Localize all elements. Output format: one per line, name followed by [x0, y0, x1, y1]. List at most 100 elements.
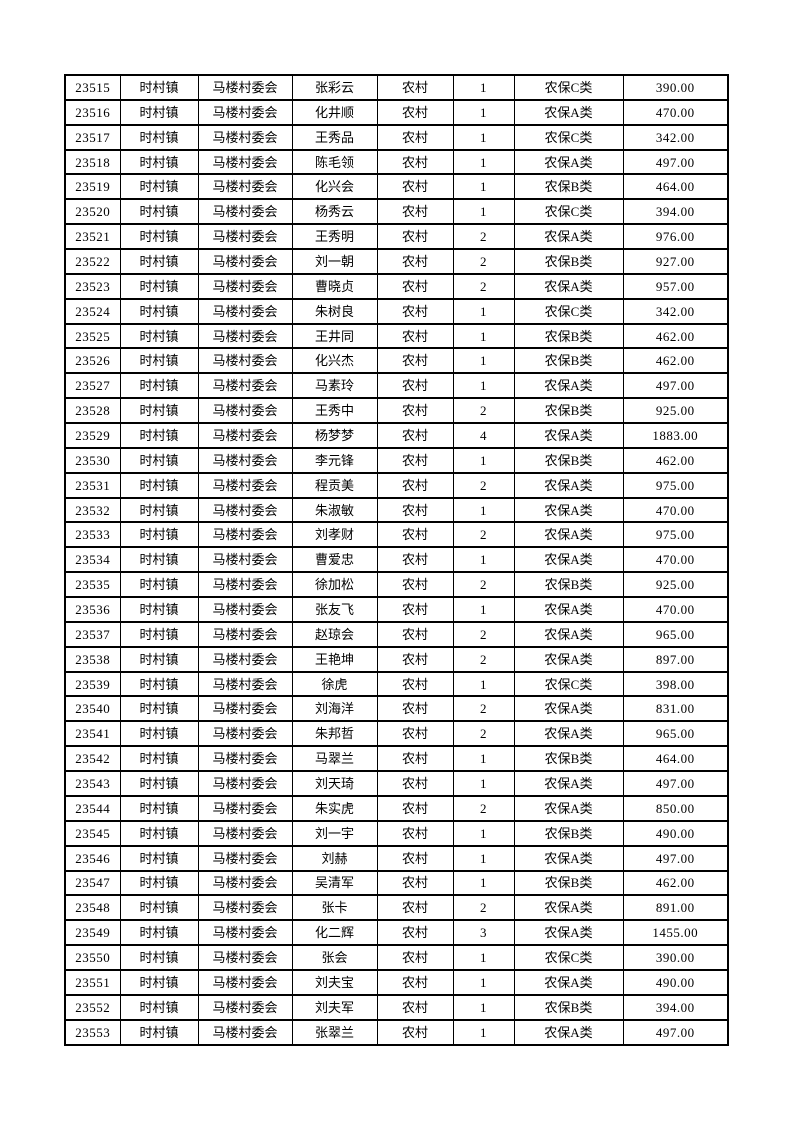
table-row: 23545 时村镇 马楼村委会 刘一宇 农村 1 农保B类 490.00 — [64, 819, 729, 847]
amount-cell: 497.00 — [622, 1018, 729, 1046]
person-count-cell: 1 — [452, 123, 515, 151]
town-cell: 时村镇 — [119, 446, 199, 474]
village-committee-cell: 马楼村委会 — [197, 596, 293, 623]
table-row: 23544 时村镇 马楼村委会 朱实虎 农村 2 农保A类 850.00 — [64, 794, 729, 822]
residence-type-cell: 农村 — [376, 695, 454, 723]
person-name-cell: 王井同 — [291, 322, 378, 350]
record-id-cell: 23531 — [64, 471, 121, 499]
record-id-cell: 23521 — [64, 223, 121, 251]
person-name-cell: 赵琼会 — [291, 620, 378, 648]
person-count-cell: 2 — [452, 272, 515, 300]
residence-type-cell: 农村 — [376, 993, 454, 1021]
table-row: 23520 时村镇 马楼村委会 杨秀云 农村 1 农保C类 394.00 — [64, 198, 729, 226]
residence-type-cell: 农村 — [376, 397, 454, 425]
person-count-cell: 1 — [452, 496, 515, 524]
insurance-category-cell: 农保A类 — [513, 894, 624, 922]
village-committee-cell: 马楼村委会 — [197, 919, 293, 947]
town-cell: 时村镇 — [119, 148, 199, 176]
insurance-category-cell: 农保B类 — [513, 819, 624, 847]
town-cell: 时村镇 — [119, 794, 199, 822]
amount-cell: 1455.00 — [622, 919, 729, 947]
record-id-cell: 23528 — [64, 397, 121, 425]
record-id-cell: 23523 — [64, 272, 121, 300]
amount-cell: 891.00 — [622, 894, 729, 922]
person-count-cell: 1 — [452, 968, 515, 996]
village-committee-cell: 马楼村委会 — [197, 471, 293, 499]
residence-type-cell: 农村 — [376, 919, 454, 947]
person-name-cell: 张会 — [291, 944, 378, 971]
record-id-cell: 23526 — [64, 347, 121, 375]
person-count-cell: 2 — [452, 571, 515, 599]
person-name-cell: 曹爱忠 — [291, 546, 378, 574]
amount-cell: 462.00 — [622, 446, 729, 474]
amount-cell: 497.00 — [622, 844, 729, 872]
table-row: 23538 时村镇 马楼村委会 王艳坤 农村 2 农保A类 897.00 — [64, 645, 729, 673]
insurance-category-cell: 农保A类 — [513, 968, 624, 996]
town-cell: 时村镇 — [119, 471, 199, 499]
person-count-cell: 2 — [452, 645, 515, 673]
record-id-cell: 23522 — [64, 248, 121, 275]
residence-type-cell: 农村 — [376, 844, 454, 872]
table-row: 23524 时村镇 马楼村委会 朱树良 农村 1 农保C类 342.00 — [64, 297, 729, 325]
village-committee-cell: 马楼村委会 — [197, 446, 293, 474]
village-committee-cell: 马楼村委会 — [197, 620, 293, 648]
village-committee-cell: 马楼村委会 — [197, 148, 293, 176]
table-row: 23549 时村镇 马楼村委会 化二辉 农村 3 农保A类 1455.00 — [64, 919, 729, 947]
town-cell: 时村镇 — [119, 745, 199, 773]
amount-cell: 464.00 — [622, 173, 729, 201]
residence-type-cell: 农村 — [376, 198, 454, 226]
amount-cell: 831.00 — [622, 695, 729, 723]
town-cell: 时村镇 — [119, 670, 199, 698]
record-id-cell: 23534 — [64, 546, 121, 574]
village-committee-cell: 马楼村委会 — [197, 123, 293, 151]
person-count-cell: 2 — [452, 794, 515, 822]
table-row: 23529 时村镇 马楼村委会 杨梦梦 农村 4 农保A类 1883.00 — [64, 422, 729, 449]
amount-cell: 975.00 — [622, 521, 729, 549]
record-id-cell: 23543 — [64, 770, 121, 797]
table-row: 23525 时村镇 马楼村委会 王井同 农村 1 农保B类 462.00 — [64, 322, 729, 350]
table-row: 23540 时村镇 马楼村委会 刘海洋 农村 2 农保A类 831.00 — [64, 695, 729, 723]
person-count-cell: 1 — [452, 869, 515, 897]
record-id-cell: 23548 — [64, 894, 121, 922]
person-count-cell: 1 — [452, 770, 515, 797]
record-id-cell: 23545 — [64, 819, 121, 847]
person-count-cell: 2 — [452, 695, 515, 723]
town-cell: 时村镇 — [119, 1018, 199, 1046]
town-cell: 时村镇 — [119, 347, 199, 375]
person-count-cell: 2 — [452, 397, 515, 425]
record-id-cell: 23527 — [64, 372, 121, 400]
town-cell: 时村镇 — [119, 645, 199, 673]
town-cell: 时村镇 — [119, 869, 199, 897]
town-cell: 时村镇 — [119, 894, 199, 922]
insurance-category-cell: 农保C类 — [513, 74, 624, 101]
village-committee-cell: 马楼村委会 — [197, 372, 293, 400]
record-id-cell: 23520 — [64, 198, 121, 226]
town-cell: 时村镇 — [119, 596, 199, 623]
table-row: 23527 时村镇 马楼村委会 马素玲 农村 1 农保A类 497.00 — [64, 372, 729, 400]
insurance-category-cell: 农保A类 — [513, 596, 624, 623]
person-count-cell: 1 — [452, 74, 515, 101]
person-name-cell: 李元锋 — [291, 446, 378, 474]
person-count-cell: 3 — [452, 919, 515, 947]
residence-type-cell: 农村 — [376, 968, 454, 996]
record-id-cell: 23515 — [64, 74, 121, 101]
table-row: 23518 时村镇 马楼村委会 陈毛领 农村 1 农保A类 497.00 — [64, 148, 729, 176]
village-committee-cell: 马楼村委会 — [197, 347, 293, 375]
residence-type-cell: 农村 — [376, 422, 454, 449]
residence-type-cell: 农村 — [376, 645, 454, 673]
village-committee-cell: 马楼村委会 — [197, 98, 293, 126]
table-row: 23543 时村镇 马楼村委会 刘天琦 农村 1 农保A类 497.00 — [64, 770, 729, 797]
insurance-category-cell: 农保A类 — [513, 1018, 624, 1046]
village-committee-cell: 马楼村委会 — [197, 968, 293, 996]
town-cell: 时村镇 — [119, 819, 199, 847]
table-row: 23550 时村镇 马楼村委会 张会 农村 1 农保C类 390.00 — [64, 944, 729, 971]
amount-cell: 390.00 — [622, 74, 729, 101]
person-count-cell: 1 — [452, 993, 515, 1021]
person-name-cell: 马素玲 — [291, 372, 378, 400]
village-committee-cell: 马楼村委会 — [197, 496, 293, 524]
amount-cell: 1883.00 — [622, 422, 729, 449]
person-count-cell: 1 — [452, 297, 515, 325]
person-name-cell: 马翠兰 — [291, 745, 378, 773]
table-row: 23552 时村镇 马楼村委会 刘夫军 农村 1 农保B类 394.00 — [64, 993, 729, 1021]
